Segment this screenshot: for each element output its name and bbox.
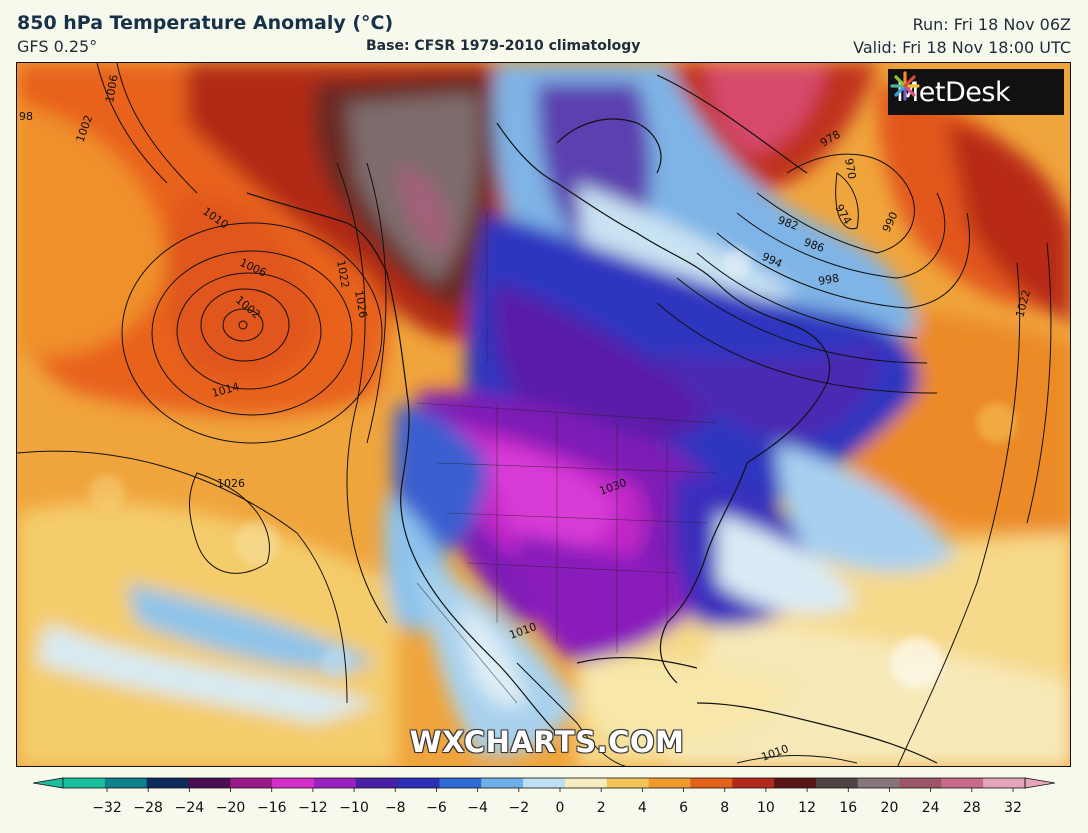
legend-swatch [941, 778, 984, 788]
legend-swatch [146, 778, 190, 788]
metdesk-logo-text: MetDesk [896, 76, 1011, 108]
coastlines [246, 74, 938, 764]
legend-swatch [774, 778, 817, 788]
legend-swatch [899, 778, 942, 788]
legend-tick-label: −12 [298, 800, 328, 816]
isobar-label: 1006 [103, 74, 121, 104]
legend-tick-label: 28 [962, 800, 981, 816]
low-center-marker [238, 320, 248, 330]
legend-swatch [481, 778, 524, 788]
legend-swatch [606, 778, 650, 788]
legend-swatch [983, 778, 1026, 788]
legend-tick-label: 32 [1004, 800, 1022, 816]
metdesk-logo: MetDesk [888, 69, 1064, 115]
legend-tick-label: −2 [508, 800, 530, 816]
legend-tick-label: 0 [555, 800, 565, 816]
legend-tick-label: −16 [256, 800, 287, 816]
isobar-label: 1026 [217, 477, 245, 490]
model-label: GFS 0.25° [17, 37, 98, 56]
legend-frame [62, 777, 1026, 789]
isobar-label: 998 [817, 272, 840, 288]
map-title: 850 hPa Temperature Anomaly (°C) [17, 12, 394, 34]
climatology-base-label: Base: CFSR 1979-2010 climatology [366, 38, 641, 54]
isobars [17, 63, 1052, 766]
legend-arrow-low [33, 777, 64, 789]
legend-swatch [104, 778, 148, 788]
legend-swatch [313, 778, 357, 788]
color-scale-legend: −32 −28 −24 −20 −16 −12 −10 −8 −6 −4 −2 0 2 4 6 8 10 12 16… [33, 775, 1055, 819]
legend-swatch [564, 778, 608, 788]
legend-tick-label: 20 [880, 800, 899, 816]
legend-swatch [815, 778, 859, 788]
legend-tick-label: 10 [756, 800, 775, 816]
run-time-label: Run: Fri 18 Nov 06Z [912, 15, 1071, 34]
legend-tick-label: 24 [921, 800, 940, 816]
legend-tick-label: 2 [596, 800, 606, 816]
anomaly-map: 98 1006 1002 1010 1006 1002 1014 1022 10… [16, 62, 1071, 767]
legend-tick-label: −4 [467, 800, 488, 816]
legend-tick-label: 16 [839, 800, 858, 816]
legend-tick-label: 6 [679, 800, 688, 816]
isobar-label: 1026 [352, 289, 370, 319]
legend-tick-label: 8 [720, 800, 730, 816]
legend-tick-label: −28 [133, 800, 163, 816]
color-scale-bar [33, 777, 1055, 792]
legend-swatch [272, 778, 315, 788]
legend-swatch [230, 778, 273, 788]
legend-tick-label: 4 [637, 800, 647, 816]
anomaly-field: 98 1006 1002 1010 1006 1002 1014 1022 10… [17, 63, 1070, 766]
legend-tick-label: −10 [339, 800, 369, 816]
wxcharts-watermark: WXCHARTS.COM [409, 725, 685, 759]
isobar-label: 970 [842, 157, 858, 180]
valid-time-label: Valid: Fri 18 Nov 18:00 UTC [853, 38, 1071, 57]
legend-tick-label: −32 [92, 800, 122, 816]
legend-tick-label: −20 [215, 800, 246, 816]
metdesk-flower-icon [890, 71, 920, 101]
legend-tick-label: −8 [384, 800, 406, 816]
legend-tick-label: −6 [426, 800, 447, 816]
political-borders [416, 213, 718, 704]
legend-swatch [63, 778, 106, 788]
legend-swatch [355, 778, 399, 788]
legend-swatch [523, 778, 566, 788]
legend-swatch [397, 778, 441, 788]
legend-tick-label: −24 [174, 800, 205, 816]
legend-arrow-high [1024, 777, 1055, 789]
legend-tick-label: 12 [798, 800, 816, 816]
legend-swatch [857, 778, 901, 788]
legend-swatch [188, 778, 231, 788]
isobar-label: 1022 [334, 259, 352, 289]
legend-swatch [690, 778, 733, 788]
legend-swatch [648, 778, 691, 788]
legend-swatch [439, 778, 482, 788]
isobar-label: 98 [19, 110, 33, 123]
legend-swatch [732, 778, 775, 788]
